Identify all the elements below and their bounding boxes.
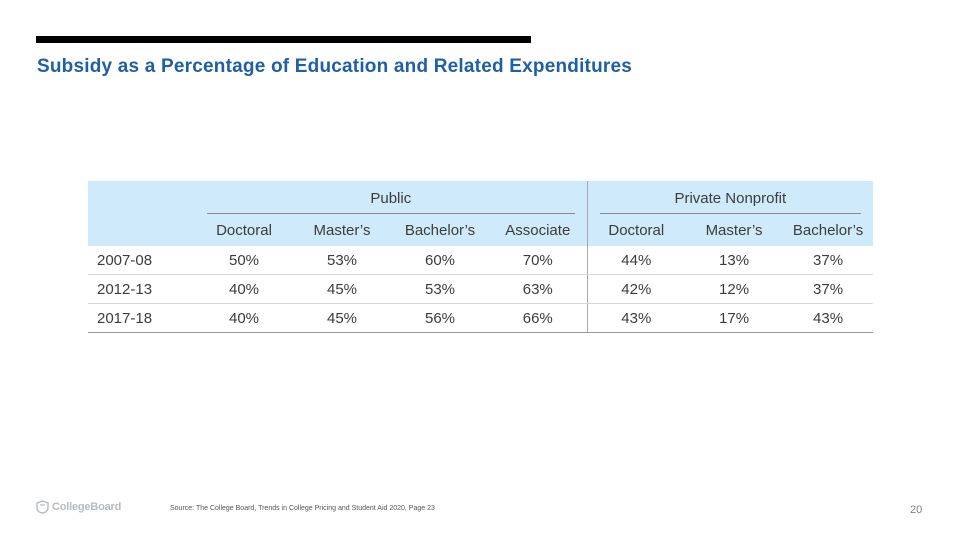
table-cell: 40% xyxy=(195,274,293,304)
title-rule xyxy=(36,36,531,43)
group-label-public: Public xyxy=(370,189,412,207)
row-year: 2007-08 xyxy=(88,246,195,275)
column-header: Doctoral xyxy=(587,214,686,246)
header-year xyxy=(88,214,195,246)
table-cell: 50% xyxy=(195,246,293,275)
table-cell: 53% xyxy=(391,274,489,304)
table-cell: 13% xyxy=(685,246,784,275)
row-year: 2017-18 xyxy=(88,303,195,333)
table-row: 2012-13 40% 45% 53% 63% 42% 12% 37% xyxy=(88,274,874,304)
table-cell: 45% xyxy=(293,303,391,333)
column-header: Doctoral xyxy=(195,214,293,246)
table-row: 2017-18 40% 45% 56% 66% 43% 17% 43% xyxy=(88,303,874,333)
group-header-public: Public xyxy=(195,181,588,213)
column-header: Master’s xyxy=(685,214,784,246)
table-cell: 66% xyxy=(489,303,588,333)
table-cell: 44% xyxy=(587,246,686,275)
group-header-private-nonprofit: Private Nonprofit xyxy=(587,181,874,213)
table-cell: 42% xyxy=(587,274,686,304)
logo-text: CollegeBoard xyxy=(52,501,122,513)
table-row: 2007-08 50% 53% 60% 70% 44% 13% 37% xyxy=(88,246,874,275)
group-underline-private xyxy=(599,213,862,214)
table-cell: 12% xyxy=(685,274,784,304)
table-cell: 70% xyxy=(489,246,588,275)
table-cell: 45% xyxy=(293,274,391,304)
table-cell: 63% xyxy=(489,274,588,304)
source-note: Source: The College Board, Trends in Col… xyxy=(170,505,435,512)
column-header: Master’s xyxy=(293,214,391,246)
college-board-logo: CollegeBoard xyxy=(36,500,121,514)
group-label-private-nonprofit: Private Nonprofit xyxy=(674,189,787,207)
table-cell: 43% xyxy=(587,303,686,333)
table-cell: 40% xyxy=(195,303,293,333)
header-corner xyxy=(88,181,195,213)
table-cell: 37% xyxy=(783,246,874,275)
page-number: 20 xyxy=(910,504,923,516)
subsidy-table: Public Private Nonprofit Doctoral Master… xyxy=(88,181,874,333)
table-cell: 43% xyxy=(783,303,874,333)
table-cell: 56% xyxy=(391,303,489,333)
group-underline-public xyxy=(207,213,575,214)
row-year: 2012-13 xyxy=(88,274,195,304)
acorn-icon xyxy=(36,500,49,514)
column-header: Bachelor’s xyxy=(391,214,489,246)
slide-title: Subsidy as a Percentage of Education and… xyxy=(37,56,633,77)
table-cell: 17% xyxy=(685,303,784,333)
table-cell: 37% xyxy=(783,274,874,304)
table-cell: 60% xyxy=(391,246,489,275)
column-header: Associate xyxy=(489,214,588,246)
table-cell: 53% xyxy=(293,246,391,275)
column-header: Bachelor’s xyxy=(783,214,874,246)
